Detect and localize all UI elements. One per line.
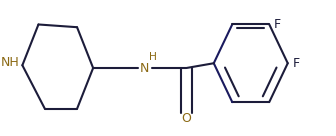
Text: F: F <box>293 57 300 70</box>
Text: N: N <box>140 61 149 75</box>
Text: F: F <box>274 18 281 31</box>
Text: NH: NH <box>1 56 20 69</box>
Text: H: H <box>149 52 157 62</box>
Text: O: O <box>181 112 192 125</box>
